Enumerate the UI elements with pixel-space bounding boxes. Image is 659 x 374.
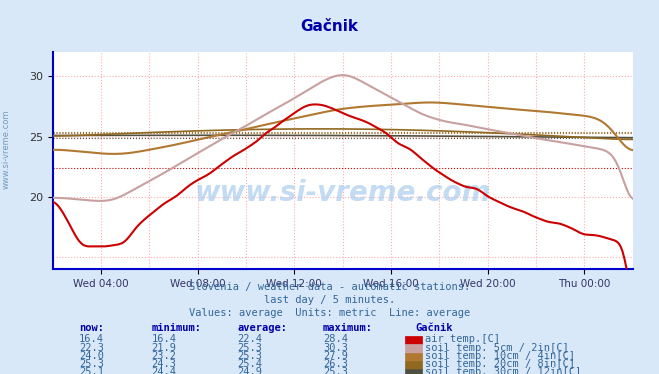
Text: Gačnik: Gačnik bbox=[301, 19, 358, 34]
Text: 16.4: 16.4 bbox=[152, 334, 177, 344]
Text: maximum:: maximum: bbox=[323, 323, 373, 333]
Text: 25.1: 25.1 bbox=[79, 368, 104, 374]
Text: 24.0: 24.0 bbox=[79, 351, 104, 361]
Text: Slovenia / weather data - automatic stations.: Slovenia / weather data - automatic stat… bbox=[189, 282, 470, 292]
Text: 26.3: 26.3 bbox=[323, 359, 348, 369]
Text: 25.3: 25.3 bbox=[79, 359, 104, 369]
Text: 30.3: 30.3 bbox=[323, 343, 348, 353]
Text: soil temp. 5cm / 2in[C]: soil temp. 5cm / 2in[C] bbox=[425, 343, 569, 353]
Text: soil temp. 30cm / 12in[C]: soil temp. 30cm / 12in[C] bbox=[425, 368, 581, 374]
Text: 22.3: 22.3 bbox=[79, 343, 104, 353]
Text: 28.4: 28.4 bbox=[323, 334, 348, 344]
Text: 23.2: 23.2 bbox=[152, 351, 177, 361]
Text: 27.9: 27.9 bbox=[323, 351, 348, 361]
Text: soil temp. 20cm / 8in[C]: soil temp. 20cm / 8in[C] bbox=[425, 359, 575, 369]
Text: soil temp. 10cm / 4in[C]: soil temp. 10cm / 4in[C] bbox=[425, 351, 575, 361]
Text: www.si-vreme.com: www.si-vreme.com bbox=[2, 110, 11, 189]
Text: average:: average: bbox=[237, 323, 287, 333]
Text: 25.4: 25.4 bbox=[237, 359, 262, 369]
Text: 25.3: 25.3 bbox=[323, 368, 348, 374]
Text: 16.4: 16.4 bbox=[79, 334, 104, 344]
Text: 24.4: 24.4 bbox=[152, 368, 177, 374]
Text: 24.3: 24.3 bbox=[152, 359, 177, 369]
Text: Gačnik: Gačnik bbox=[415, 323, 453, 333]
Text: 21.9: 21.9 bbox=[152, 343, 177, 353]
Text: 25.3: 25.3 bbox=[237, 351, 262, 361]
Text: 22.4: 22.4 bbox=[237, 334, 262, 344]
Text: minimum:: minimum: bbox=[152, 323, 202, 333]
Text: Values: average  Units: metric  Line: average: Values: average Units: metric Line: aver… bbox=[189, 308, 470, 318]
Text: last day / 5 minutes.: last day / 5 minutes. bbox=[264, 295, 395, 305]
Text: air temp.[C]: air temp.[C] bbox=[425, 334, 500, 344]
Text: www.si-vreme.com: www.si-vreme.com bbox=[194, 180, 491, 207]
Text: 24.9: 24.9 bbox=[237, 368, 262, 374]
Text: 25.3: 25.3 bbox=[237, 343, 262, 353]
Text: now:: now: bbox=[79, 323, 104, 333]
